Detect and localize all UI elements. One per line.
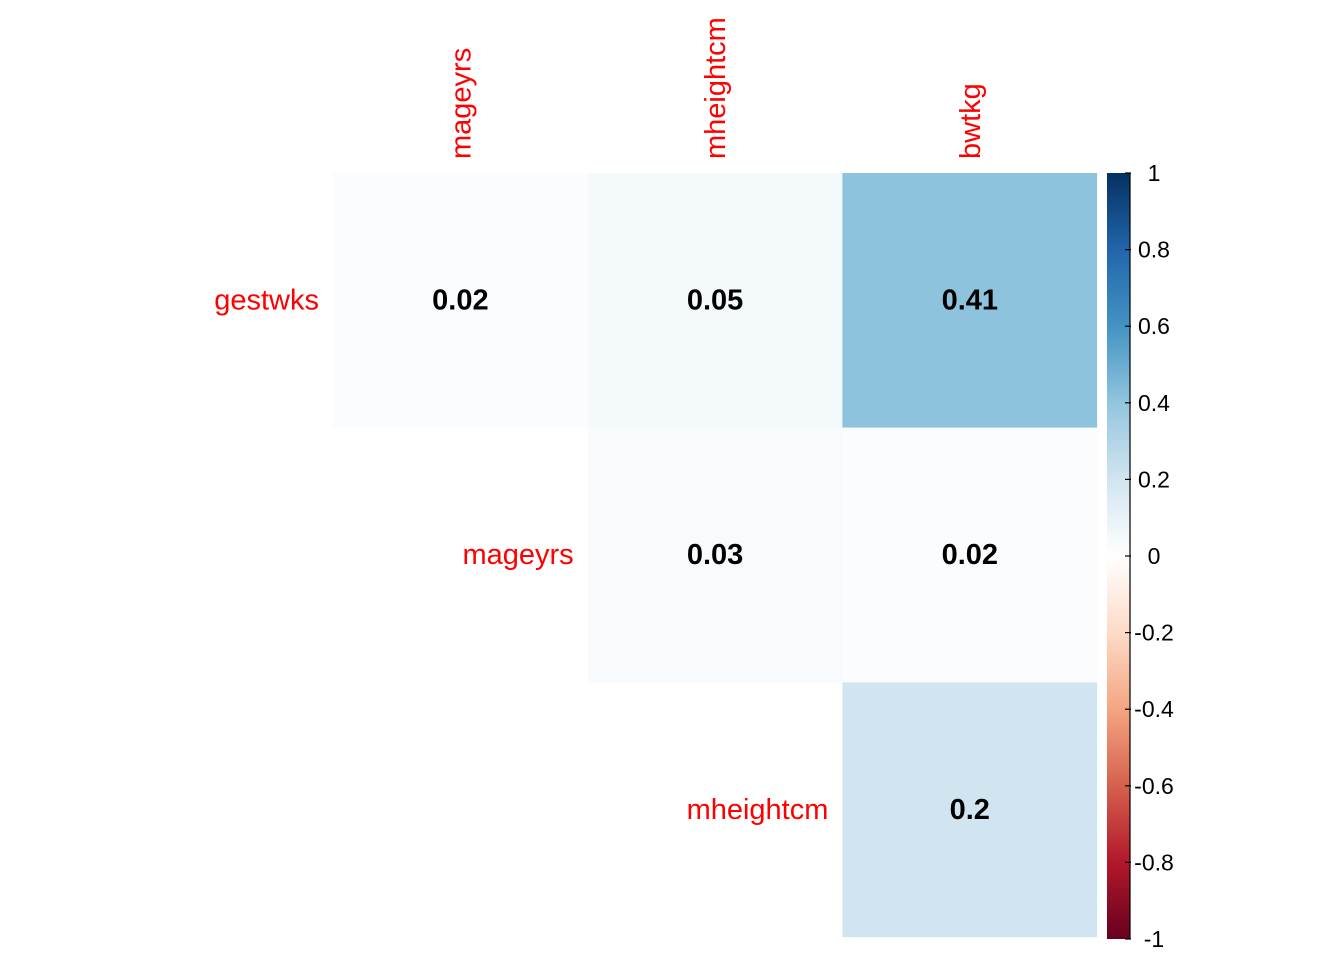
cell-value-gestwks-bwtkg: 0.41	[942, 284, 998, 316]
column-label-mageyrs: mageyrs	[445, 48, 477, 159]
colorbar-tick-label: -0.8	[1134, 849, 1174, 875]
cell-value-labels: 0.02 0.05 0.41 0.03 0.02 0.2	[432, 284, 998, 825]
colorbar-tick-label: 0	[1148, 543, 1161, 569]
colorbar-tick-label: 0.6	[1138, 313, 1170, 339]
cell-value-mheightcm-bwtkg: 0.2	[950, 794, 990, 826]
colorbar-tick-label: 0.8	[1138, 237, 1170, 263]
heatmap-cells	[333, 173, 1098, 938]
heatmap-cell-mageyrs-mheightcm	[587, 427, 843, 683]
cell-value-mageyrs-mheightcm: 0.03	[687, 539, 743, 571]
colorbar-tick-label: 0.4	[1138, 390, 1170, 416]
heatmap-cell-gestwks-bwtkg	[842, 173, 1098, 428]
colorbar-tick-label: -0.6	[1134, 773, 1174, 799]
cell-value-gestwks-mageyrs: 0.02	[432, 284, 488, 316]
row-labels: gestwks mageyrs mheightcm	[214, 284, 828, 825]
colorbar-gradient	[1107, 173, 1130, 939]
heatmap-cell-mheightcm-bwtkg	[842, 682, 1098, 938]
cell-value-gestwks-mheightcm: 0.05	[687, 284, 743, 316]
heatmap-cell-gestwks-mageyrs	[333, 173, 588, 428]
colorbar-tick-label: 0.2	[1138, 466, 1170, 492]
color-legend: 1 0.8 0.6 0.4 0.2 0 -0.2 -0.4 -0.6 -0.8 -1	[1107, 160, 1174, 952]
colorbar-tick-label: 1	[1148, 160, 1161, 186]
column-labels: mageyrs mheightcm bwtkg	[445, 17, 986, 159]
cell-value-mageyrs-bwtkg: 0.02	[942, 539, 998, 571]
row-label-mageyrs: mageyrs	[462, 539, 573, 571]
row-label-gestwks: gestwks	[214, 284, 319, 316]
heatmap-cell-mageyrs-bwtkg	[842, 427, 1098, 683]
colorbar-tick-label: -0.2	[1134, 620, 1174, 646]
colorbar-tick-label: -0.4	[1134, 696, 1174, 722]
row-label-mheightcm: mheightcm	[687, 794, 829, 826]
colorbar-tick-label: -1	[1144, 926, 1164, 952]
column-label-mheightcm: mheightcm	[700, 17, 732, 159]
column-label-bwtkg: bwtkg	[955, 83, 987, 159]
heatmap-cell-gestwks-mheightcm	[587, 173, 843, 428]
